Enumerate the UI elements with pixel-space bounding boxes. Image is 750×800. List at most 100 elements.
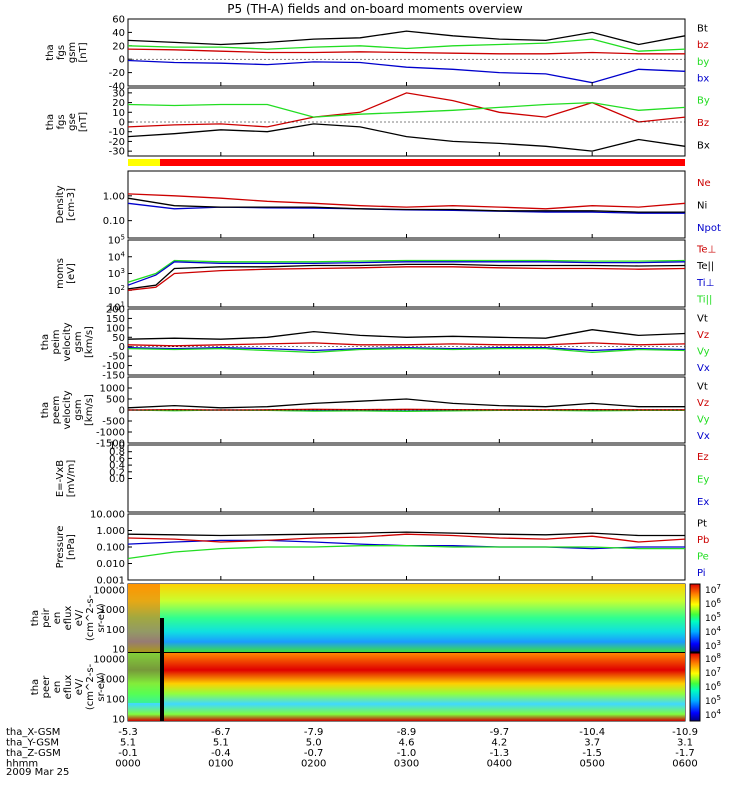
y-tick-label: -20 <box>109 137 125 148</box>
y-tick-label: 0.100 <box>96 543 125 554</box>
y-tick-label: 10 <box>112 108 125 119</box>
footer-value: -9.7 <box>490 727 510 738</box>
y-axis-label: moms <box>55 258 66 289</box>
y-axis-label: [nT] <box>78 112 89 132</box>
y-axis-label: fgs <box>56 45 67 60</box>
ion-spectrogram-early <box>128 584 160 652</box>
y-tick-label: 10 <box>112 644 125 655</box>
legend-entry: Vt <box>697 381 708 392</box>
ion-spectrogram-field <box>128 584 685 652</box>
footer-value: -7.9 <box>304 727 324 738</box>
footer-value: 0600 <box>672 759 697 770</box>
y-axis-label: [mV/m] <box>66 460 77 498</box>
footer-value: -5.3 <box>118 727 138 738</box>
series-line <box>127 259 686 283</box>
y-tick-label: 0 <box>119 55 125 66</box>
y-tick-label: -50 <box>109 352 125 363</box>
y-axis-label: en <box>52 681 63 694</box>
y-tick-label: 0.4 <box>109 461 125 472</box>
y-axis-label: eV/ <box>74 609 85 626</box>
y-tick-label: 1.0 <box>109 441 125 452</box>
colorbar-tick-label: 104 <box>705 625 721 638</box>
y-tick-label: -10 <box>109 127 125 138</box>
ion-spectrogram-image <box>128 584 685 652</box>
y-axis-label: peer <box>41 675 52 699</box>
y-tick-label: -20 <box>109 68 125 79</box>
legend-entry: Vx <box>697 431 710 442</box>
mode-bar-slow <box>128 159 160 166</box>
ion-colorbar <box>689 583 701 653</box>
y-axis-label: (cm^2-s- <box>85 594 96 641</box>
series-line <box>127 48 685 55</box>
footer-value: 0100 <box>208 759 233 770</box>
y-axis-label: eV/ <box>74 678 85 695</box>
panel-frame <box>127 239 686 308</box>
legend-entry: Vy <box>697 414 710 425</box>
colorbar-tick-label: 107 <box>705 583 721 596</box>
y-tick-label: 500 <box>106 395 125 406</box>
legend-entry: Bx <box>697 141 710 152</box>
legend-entry: Pe <box>697 551 709 562</box>
footer-row-label: tha_Z-GSM <box>6 748 61 759</box>
y-axis-label: [nT] <box>78 42 89 62</box>
footer-value: -0.1 <box>118 748 138 759</box>
y-tick-label: 103 <box>108 267 125 280</box>
footer-value: -10.4 <box>579 727 605 738</box>
y-axis-label: tha <box>45 44 56 60</box>
panel-8: 10.000 1.000 0.100 0.010 0.001 Pressure [nPa] P… <box>55 510 709 587</box>
colorbar-tick-label: 108 <box>705 652 721 665</box>
y-tick-label: 10 <box>112 715 125 726</box>
footer-value: 5.1 <box>213 738 229 749</box>
y-tick-label: 0.010 <box>96 559 125 570</box>
y-axis-label: en <box>52 612 63 625</box>
y-axis-label: eflux <box>63 675 74 700</box>
y-tick-label: 200 <box>106 305 125 316</box>
legend-entry: Bz <box>697 118 709 129</box>
legend-entry: Ti|| <box>696 295 712 306</box>
y-tick-label: 102 <box>108 284 125 297</box>
legend-entry: Ey <box>697 475 709 486</box>
y-tick-label: 10000 <box>93 655 125 666</box>
y-axis-label: tha <box>30 679 41 695</box>
legend-entry: Pi <box>697 568 706 579</box>
legend-entry: Ez <box>697 452 709 463</box>
y-tick-label: 100 <box>106 695 125 706</box>
legend-entry: Ti⊥ <box>696 278 714 289</box>
y-axis-label: fgs <box>56 114 67 129</box>
y-axis-label: [km/s] <box>84 326 95 358</box>
y-tick-label: 1000 <box>100 675 125 686</box>
legend-entry: Ne <box>697 178 711 189</box>
series-line <box>127 59 686 84</box>
y-tick-label: 150 <box>106 314 125 325</box>
y-tick-label: -150 <box>102 371 125 382</box>
legend-entry: Vz <box>697 398 709 409</box>
legend-entry: bz <box>697 40 709 51</box>
footer-value: -0.4 <box>211 748 231 759</box>
y-axis-label: (cm^2-s- <box>85 663 96 710</box>
y-tick-label: 0.10 <box>103 216 125 227</box>
series-line <box>127 347 686 354</box>
y-tick-label: 105 <box>108 234 125 247</box>
electron-colorbar <box>689 652 701 722</box>
y-axis-label: peir <box>41 607 52 627</box>
y-axis-label: gsm <box>67 42 78 63</box>
y-tick-label: 0 <box>119 406 125 417</box>
y-axis-label: tha <box>30 610 41 626</box>
footer-value: 0300 <box>394 759 419 770</box>
footer-row-label: tha_X-GSM <box>6 727 60 738</box>
legend-entry: Vt <box>697 313 708 324</box>
legend-entry: By <box>697 95 710 106</box>
y-tick-label: 100 <box>106 323 125 334</box>
y-tick-label: 0.2 <box>109 467 125 478</box>
footer-row-label: hhmm <box>6 759 38 770</box>
colorbar-tick-label: 106 <box>705 597 721 610</box>
series-line <box>127 261 686 286</box>
footer-value: 0500 <box>579 759 604 770</box>
colorbar-tick-label: 107 <box>705 666 721 679</box>
electron-spectrogram-gap <box>160 653 164 721</box>
footer-value: 3.1 <box>677 738 693 749</box>
